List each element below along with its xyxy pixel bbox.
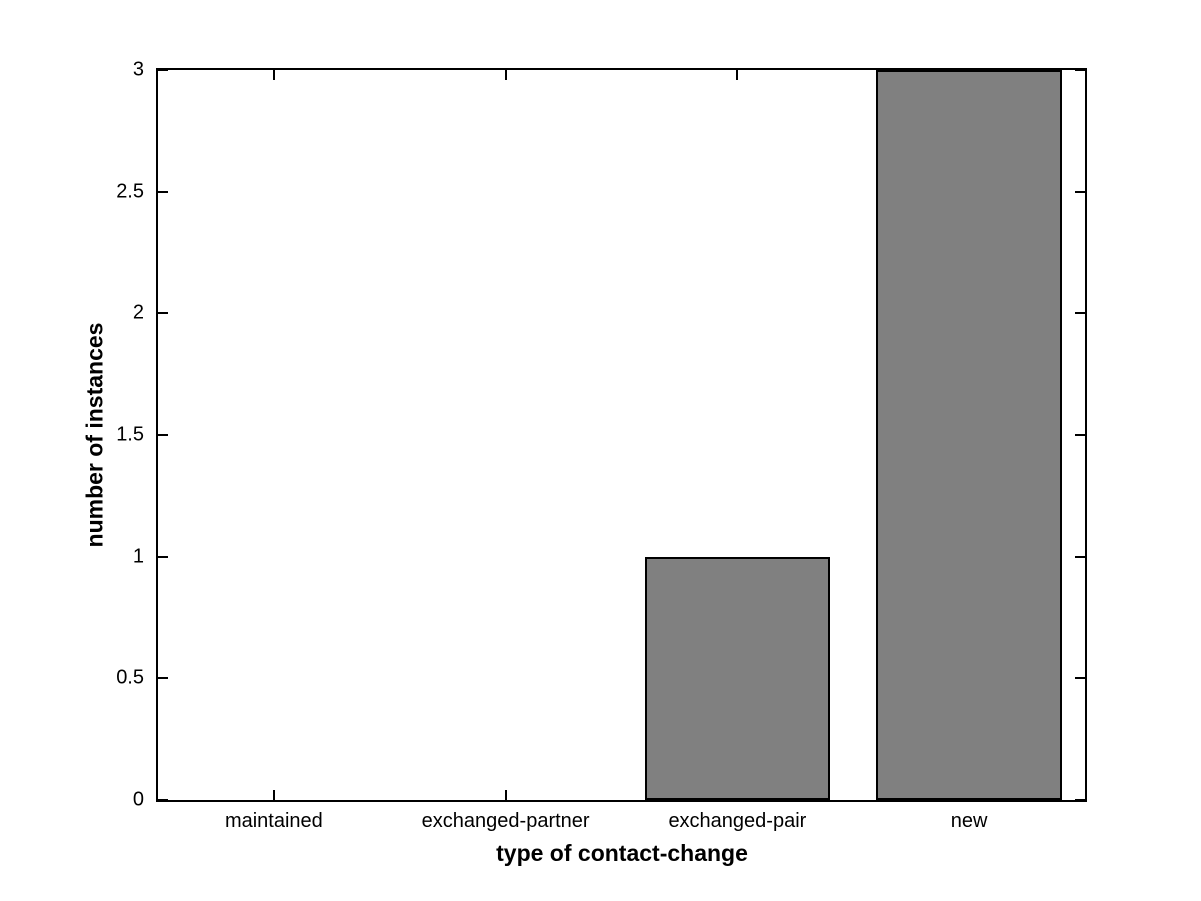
y-tick-mark-left [158,434,168,436]
y-tick-mark-left [158,677,168,679]
y-tick-mark-left [158,312,168,314]
x-tick-mark-bottom [505,790,507,800]
y-tick-label: 0 [132,788,144,811]
x-tick-label: new [950,810,988,832]
x-tick-mark-top [505,70,507,80]
x-tick-mark-bottom [273,790,275,800]
y-tick-mark-right [1075,677,1085,679]
y-tick-mark-left [158,191,168,193]
y-tick-mark-left [158,556,168,558]
x-tick-label: maintained [224,810,323,832]
y-tick-mark-right [1075,312,1085,314]
y-tick-label: 2.5 [116,180,144,203]
x-tick-label: exchanged-pair [668,810,807,832]
bar-exchanged-pair [644,556,831,800]
x-axis-label: type of contact-change [496,840,748,866]
y-tick-mark-right [1075,434,1085,436]
x-tick-mark-top [273,70,275,80]
y-tick-mark-right [1075,69,1085,71]
y-tick-label: 1.5 [116,423,144,446]
y-tick-label: 3 [132,58,144,81]
y-tick-mark-left [158,69,168,71]
y-tick-mark-right [1075,556,1085,558]
y-tick-mark-right [1075,191,1085,193]
x-tick-mark-top [736,70,738,80]
plot-area [156,68,1087,802]
x-tick-label: exchanged-partner [421,810,590,832]
y-tick-mark-right [1075,799,1085,801]
y-tick-label: 2 [132,301,144,324]
y-tick-label: 0.5 [116,666,144,689]
y-tick-mark-left [158,799,168,801]
y-axis-label: number of instances [81,322,108,548]
bar-new [876,70,1062,800]
y-tick-label: 1 [132,545,144,568]
